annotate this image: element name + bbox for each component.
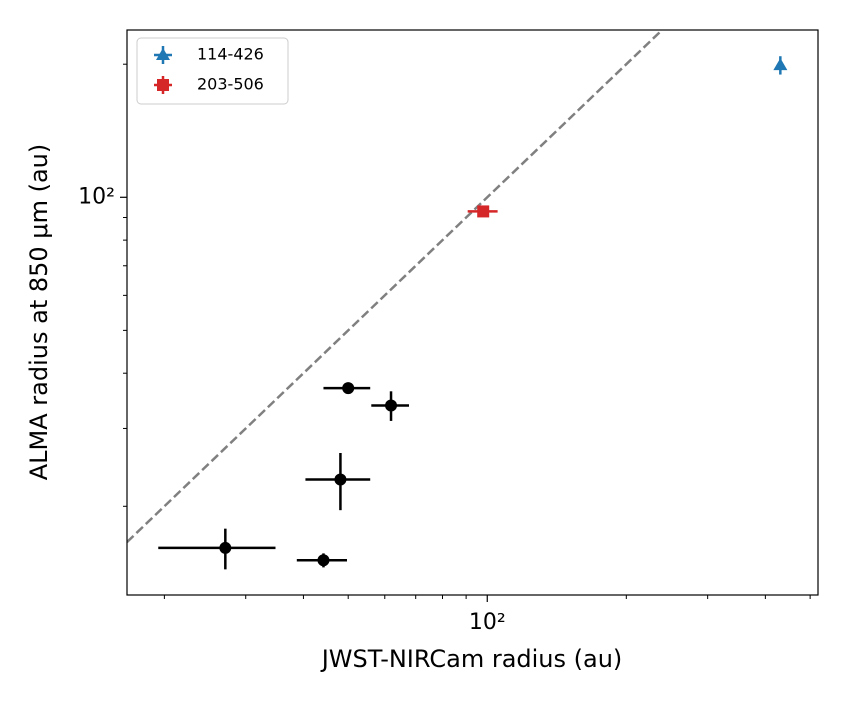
legend-box	[136, 37, 289, 105]
plot-frame	[126, 29, 819, 596]
point	[342, 382, 355, 395]
legend-marker	[156, 48, 170, 60]
x-tick-label: 10²	[469, 610, 506, 635]
point	[317, 554, 330, 567]
point	[477, 205, 490, 218]
point	[219, 541, 232, 554]
legend-marker	[157, 79, 169, 91]
y-axis-label: ALMA radius at 850 μm (au)	[25, 144, 53, 480]
identity-line	[127, 30, 663, 543]
legend-label: 114-426	[197, 45, 264, 64]
y-tick-label: 10²	[78, 184, 115, 209]
x-axis-label: JWST-NIRCam radius (au)	[320, 645, 623, 673]
legend-label: 203-506	[197, 75, 264, 94]
point	[334, 473, 347, 486]
point	[385, 399, 398, 412]
point	[773, 58, 788, 71]
